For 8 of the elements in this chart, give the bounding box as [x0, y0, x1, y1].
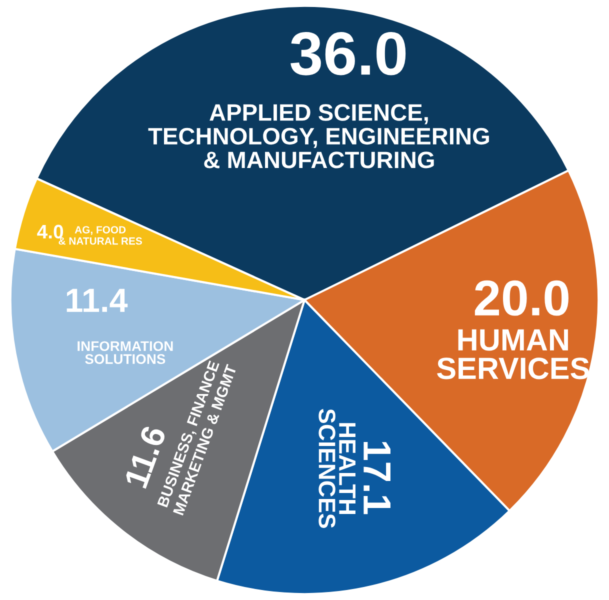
- data-label: 17.1: [364, 442, 390, 514]
- slice-label: HEALTH SCIENCES: [318, 408, 356, 528]
- data-label: 11.4: [66, 288, 128, 312]
- slice-label: INFORMATION SOLUTIONS: [78, 341, 173, 364]
- slice-label: HUMAN SERVICES: [437, 329, 589, 380]
- data-label: 36.0: [290, 32, 406, 76]
- slice-label: APPLIED SCIENCE, TECHNOLOGY, ENGINEERING & MANUFACTURING: [148, 104, 489, 168]
- data-label: 20.0: [474, 280, 568, 316]
